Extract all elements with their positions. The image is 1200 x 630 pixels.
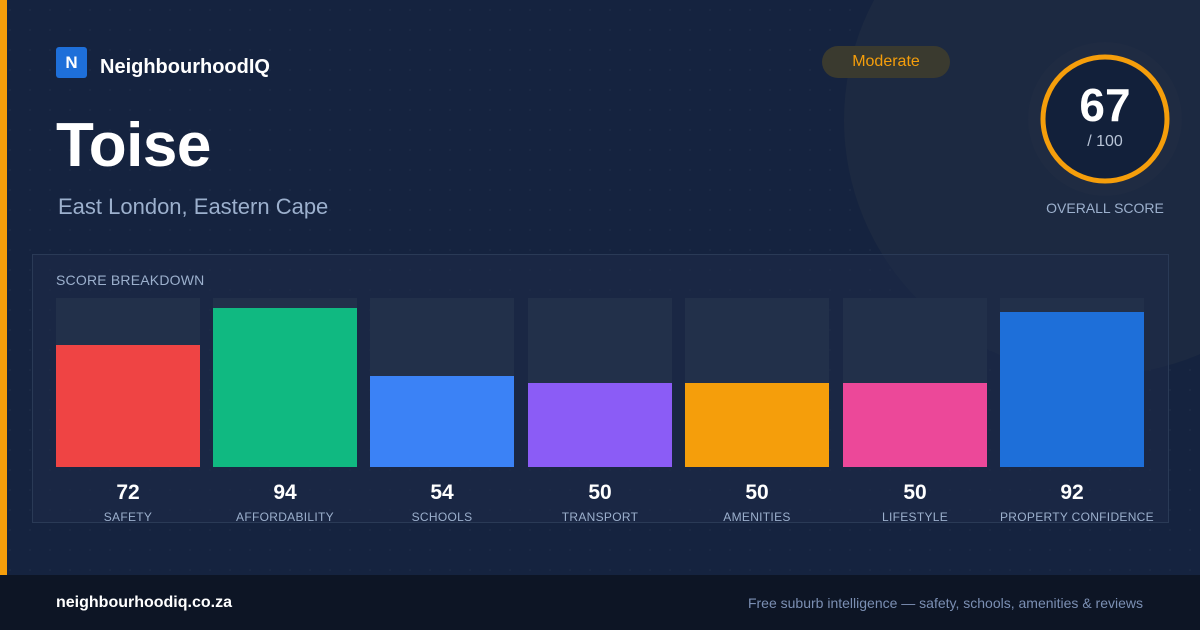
bar-track (370, 298, 514, 467)
footer-tagline: Free suburb intelligence — safety, schoo… (747, 595, 1143, 611)
score-ring-inner (1043, 57, 1167, 181)
bar-value: 92 (1060, 481, 1084, 504)
bar-label: AMENITIES (723, 510, 791, 524)
bar-track (213, 298, 357, 467)
bar-value: 54 (430, 481, 454, 504)
bar-track (56, 298, 200, 467)
bar-label: AFFORDABILITY (236, 510, 334, 524)
bar-track (528, 298, 672, 467)
bar-transport: 50 TRANSPORT (528, 298, 672, 524)
breakdown-title: SCORE BREAKDOWN (56, 272, 205, 288)
rating-badge: Moderate (822, 46, 950, 78)
bar-fill (1000, 311, 1144, 467)
overall-score-label: OVERALL SCORE (1046, 200, 1164, 216)
bar-track (843, 298, 987, 467)
bar-label: PROPERTY CONFIDENCE (1000, 510, 1154, 524)
suburb-title: Toise (56, 111, 211, 180)
overall-score-value: 67 (1079, 79, 1131, 131)
score-ring-progress (1040, 54, 1170, 184)
share-card: N NeighbourhoodIQ Toise East London, Eas… (0, 0, 1200, 575)
accent-bar (0, 0, 7, 575)
bar-lifestyle: 50 LIFESTYLE (843, 298, 987, 524)
bar-value: 50 (588, 481, 612, 504)
brand: N NeighbourhoodIQ (56, 46, 270, 79)
bar-value: 50 (903, 481, 927, 504)
bar-value: 94 (273, 481, 297, 504)
bar-fill (370, 375, 514, 467)
brand-name: NeighbourhoodIQ (100, 56, 270, 78)
overall-score-ring (1028, 42, 1182, 196)
bar-affordability: 94 AFFORDABILITY (213, 298, 357, 524)
brand-logo-icon: N (56, 47, 87, 78)
bar-value: 50 (745, 481, 769, 504)
footer-site-link[interactable]: neighbourhoodiq.co.za (56, 594, 232, 611)
bar-fill (528, 382, 672, 467)
bar-value: 72 (116, 481, 140, 504)
bar-track (685, 298, 829, 467)
bar-fill (685, 382, 829, 467)
score-breakdown-panel: SCORE BREAKDOWN 72 SAFETY 94 AFFORDABILI… (32, 254, 1169, 524)
bar-label: SCHOOLS (411, 510, 473, 524)
bar-safety: 72 SAFETY (56, 298, 200, 524)
bar-schools: 54 SCHOOLS (370, 298, 514, 524)
bar-fill (843, 382, 987, 467)
footer: neighbourhoodiq.co.za Free suburb intell… (0, 575, 1200, 630)
bar-amenities: 50 AMENITIES (685, 298, 829, 524)
bar-property-confidence: 92 PROPERTY CONFIDENCE (1000, 298, 1154, 524)
suburb-location: East London, Eastern Cape (58, 194, 329, 219)
overall-score-max: / 100 (1087, 133, 1123, 150)
bar-track (1000, 298, 1144, 467)
bar-label: LIFESTYLE (881, 510, 949, 524)
bar-fill (56, 345, 200, 467)
bar-label: TRANSPORT (561, 510, 639, 524)
bar-label: SAFETY (103, 510, 153, 524)
bar-fill (213, 308, 357, 467)
